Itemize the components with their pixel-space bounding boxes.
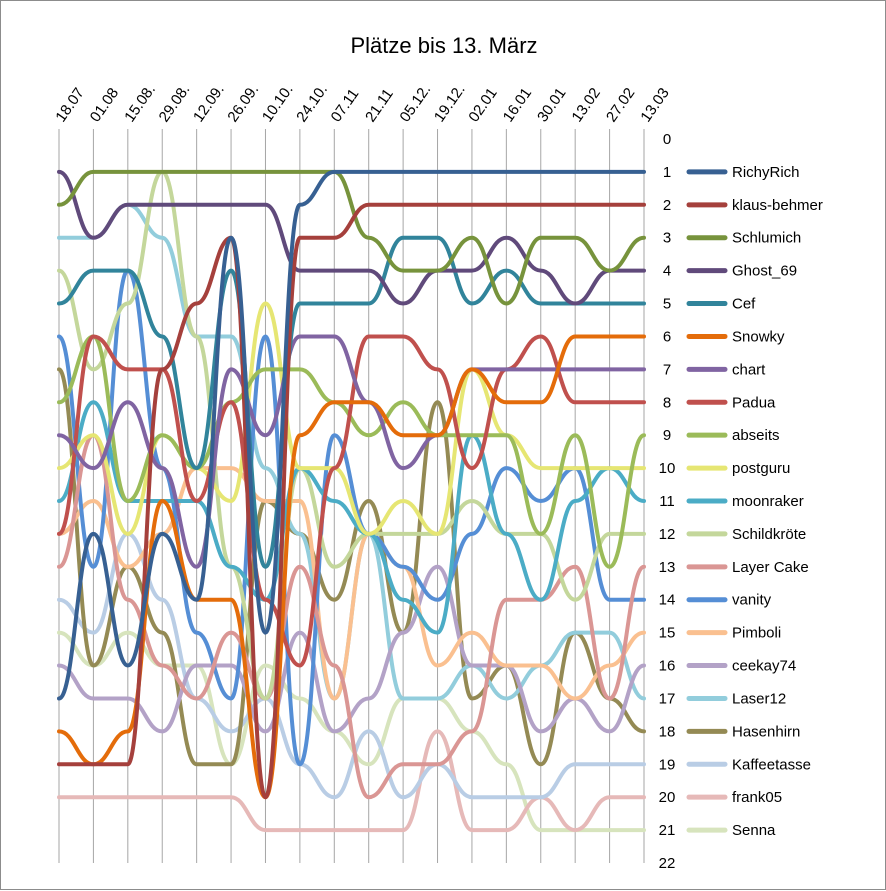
legend-label: postguru — [732, 460, 790, 477]
x-tick-label: 07.11 — [328, 86, 363, 126]
y-tick-label: 18 — [659, 723, 676, 740]
series-line-frank05 — [57, 729, 646, 833]
legend-label: Ghost_69 — [732, 263, 797, 280]
series-line-richyrich — [57, 169, 646, 701]
x-axis-labels: 18.0701.0815.08.29.08.12.09.26.09.10.10.… — [52, 81, 672, 125]
x-tick-label: 13.02 — [569, 85, 604, 126]
y-tick-label: 12 — [659, 526, 676, 543]
legend-label: RichyRich — [732, 164, 800, 181]
x-tick-label: 13.03 — [637, 85, 672, 126]
series-line-schlumich — [57, 169, 646, 306]
legend-label: moonraker — [732, 493, 804, 510]
series-line-ghost-69 — [57, 169, 646, 306]
y-tick-label: 11 — [659, 493, 675, 510]
x-tick-label: 18.07 — [52, 85, 87, 126]
legend-label: Senna — [732, 822, 776, 839]
y-tick-label: 16 — [659, 658, 676, 675]
x-tick-label: 21.11 — [362, 86, 397, 126]
legend-label: vanity — [732, 592, 772, 609]
legend-label: Hasenhirn — [732, 723, 800, 740]
legend-label: Layer Cake — [732, 559, 809, 576]
series-line-padua — [57, 334, 646, 668]
legend-label: frank05 — [732, 789, 782, 806]
legend-label: Snowky — [732, 328, 785, 345]
legend-label: chart — [732, 361, 766, 378]
x-tick-label: 12.09. — [190, 81, 228, 125]
legend-label: Laser12 — [732, 690, 786, 707]
legend-label: Schlumich — [732, 230, 801, 247]
y-tick-label: 7 — [663, 361, 671, 378]
series-line-vanity — [57, 268, 646, 767]
y-tick-label: 2 — [663, 197, 671, 214]
x-tick-label: 01.08 — [87, 85, 122, 126]
y-tick-label: 13 — [659, 559, 676, 576]
chart-title: Plätze bis 13. März — [350, 33, 537, 58]
y-tick-label: 19 — [659, 756, 676, 773]
y-tick-label: 10 — [659, 460, 676, 477]
y-tick-label: 17 — [659, 690, 676, 707]
y-tick-label: 21 — [659, 822, 676, 839]
y-tick-label: 1 — [663, 164, 671, 181]
x-tick-label: 16.01 — [500, 85, 535, 126]
series-layer — [57, 169, 646, 833]
x-tick-label: 15.08. — [121, 81, 159, 125]
series-line-abseits — [57, 334, 646, 569]
series-line-chart — [57, 334, 646, 569]
y-tick-label: 22 — [659, 855, 676, 872]
x-tick-label: 19.12. — [431, 81, 469, 125]
y-tick-label: 5 — [663, 296, 671, 313]
x-tick-label: 02.01 — [465, 85, 500, 126]
y-tick-label: 15 — [659, 625, 676, 642]
legend: RichyRich klaus-behmer Schlumich Ghost_69 Ce… — [686, 164, 823, 839]
x-tick-label: 10.10. — [259, 81, 297, 125]
y-tick-label: 8 — [663, 394, 671, 411]
legend-label: ceekay74 — [732, 658, 796, 675]
x-tick-label: 05.12. — [396, 81, 434, 125]
legend-label: Schildkröte — [732, 526, 806, 543]
series-line-cef — [57, 235, 646, 569]
series-line-snowky — [57, 334, 646, 800]
x-tick-label: 26.09. — [224, 81, 262, 125]
x-tick-label: 24.10. — [293, 81, 331, 125]
legend-label: abseits — [732, 427, 780, 444]
x-tick-label: 30.01 — [534, 85, 569, 126]
y-tick-label: 6 — [663, 328, 671, 345]
legend-label: Cef — [732, 296, 756, 313]
y-tick-label: 20 — [659, 789, 676, 806]
legend-label: Padua — [732, 394, 776, 411]
series-line-ceekay74 — [57, 564, 646, 734]
grid-layer — [58, 129, 645, 863]
y-tick-label: 9 — [663, 427, 671, 444]
series-line-klaus-behmer — [57, 202, 646, 800]
x-tick-label: 29.08. — [156, 81, 194, 125]
y-tick-label: 4 — [663, 263, 671, 280]
legend-label: klaus-behmer — [732, 197, 823, 214]
legend-label: Kaffeetasse — [732, 756, 811, 773]
y-tick-label: 14 — [659, 592, 676, 609]
y-tick-label: 3 — [663, 230, 671, 247]
x-tick-label: 27.02 — [603, 85, 638, 126]
y-tick-label: 0 — [663, 131, 671, 148]
legend-label: Pimboli — [732, 625, 781, 642]
